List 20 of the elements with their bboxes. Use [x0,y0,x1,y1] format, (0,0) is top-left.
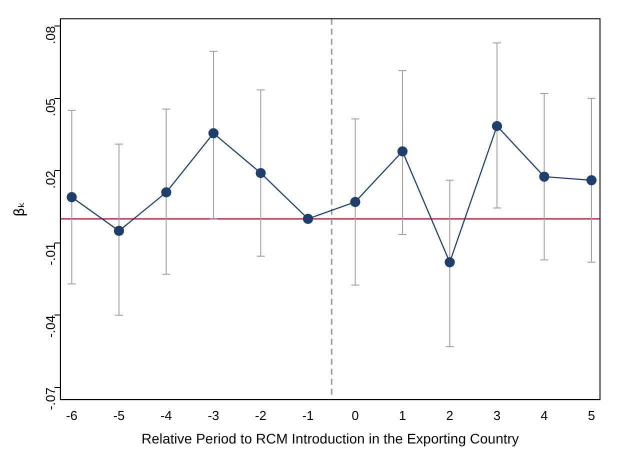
x-tick-label: -4 [160,408,172,423]
x-tick-label: 4 [540,408,548,423]
x-tick-label: -6 [66,408,78,423]
x-tick-label: 5 [588,408,596,423]
x-tick-label: -1 [302,408,314,423]
y-tick-label: .02 [42,170,58,189]
y-tick-label: -.07 [42,388,58,410]
y-tick-label: .08 [42,26,58,44]
x-axis-title: Relative Period to RCM Introduction in the Exporting Country [141,430,519,446]
y-axis-title: βₖ [12,202,28,217]
y-tick-label: -.01 [42,242,58,266]
y-tick-label: -.04 [42,315,58,338]
x-tick-label: 0 [352,408,359,423]
x-tick-label: -5 [113,408,125,423]
x-tick-label: -3 [208,408,220,423]
x-tick-label: 3 [493,408,501,423]
x-tick-label: 1 [398,408,406,423]
x-tick-label: -2 [254,408,267,423]
y-tick-label: .05 [42,98,58,116]
x-tick-label: 2 [446,408,454,423]
